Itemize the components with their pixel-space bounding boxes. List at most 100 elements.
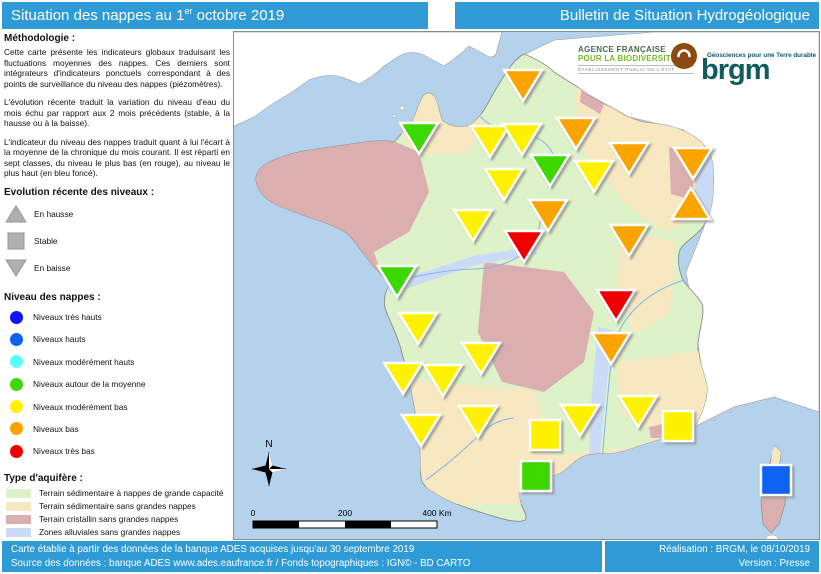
evolution-item-label: En hausse: [34, 209, 74, 220]
svg-text:200: 200: [338, 508, 352, 518]
level-dot-icon: [10, 444, 23, 458]
aquifer-swatch: [6, 488, 31, 498]
marker-down-tres_bas: [594, 288, 638, 324]
marker-down-moderement_bas: [468, 124, 512, 160]
marker-square-moderement_bas: [528, 418, 562, 452]
evolution-item-stable: Stable: [4, 228, 230, 255]
marker-down-moyenne: [528, 153, 572, 189]
marker-square-moyenne: [519, 459, 553, 493]
channel-island: [399, 105, 405, 111]
footer-version: Version : Presse: [738, 557, 810, 569]
level-item-tres_bas: Niveaux très bas: [4, 440, 230, 462]
marker-down-bas: [501, 68, 545, 104]
channel-island: [392, 114, 396, 118]
evolution-item-down: En baisse: [4, 255, 230, 282]
footer-source: Carte établie à partir des données de la…: [2, 541, 602, 572]
marker-down-moderement_bas: [451, 208, 495, 244]
down-triangle-icon: [4, 257, 34, 279]
footer-realisation: Réalisation : BRGM, le 08/10/2019: [659, 544, 810, 555]
aquifer-item-label: Terrain sédimentaire à nappes de grande …: [39, 488, 224, 499]
brgm-logo-icon: [671, 43, 697, 69]
footer-source-line1: Carte établie à partir des données de la…: [11, 544, 415, 555]
header-subtitle-text: Bulletin de Situation Hydrogéologique: [559, 7, 810, 24]
level-item-label: Niveaux modérément bas: [33, 401, 128, 412]
evolution-item-up: En hausse: [4, 201, 230, 228]
brgm-logo: Géosciences pour une Terre durable brgm: [670, 42, 817, 86]
afb-logo: AGENCE FRANÇAISE POUR LA BIODIVERSITÉ ÉT…: [578, 45, 694, 74]
marker-down-moderement_bas: [572, 159, 616, 195]
level-dot-icon: [10, 400, 23, 414]
sardinia-tip: [765, 534, 779, 539]
stable-triangle-icon: [4, 230, 34, 252]
svg-text:400 Km: 400 Km: [422, 508, 451, 518]
brgm-tagline: Géosciences pour une Terre durable: [707, 52, 817, 59]
marker-down-bas: [607, 141, 651, 177]
marker-square-moderement_bas: [661, 409, 695, 443]
svg-text:0: 0: [251, 508, 256, 518]
aquifer-item-label: Terrain cristallin sans grandes nappes: [39, 514, 179, 525]
marker-up-bas: [669, 185, 713, 221]
level-dot-icon: [10, 332, 23, 346]
level-dot-icon: [10, 355, 23, 369]
header-subtitle: Bulletin de Situation Hydrogéologique: [455, 2, 819, 29]
evolution-item-label: En baisse: [34, 263, 71, 274]
marker-down-bas: [589, 331, 633, 367]
marker-down-moderement_bas: [459, 341, 503, 377]
level-item-label: Niveaux autour de la moyenne: [33, 379, 146, 390]
groundwater-markers-layer: [375, 68, 793, 497]
level-dot-icon: [10, 422, 23, 436]
levels-legend-list: Niveaux très hauts Niveaux hauts Niveaux m…: [4, 306, 230, 463]
level-item-bas: Niveaux bas: [4, 418, 230, 440]
aquifer-swatch: [6, 501, 31, 511]
aquifer-item-label: Terrain sédimentaire sans grandes nappes: [39, 501, 196, 512]
methodology-paragraph-1: Cette carte présente les indicateurs glo…: [4, 47, 230, 89]
aquifer-item: Terrain cristallin sans grandes nappes: [4, 513, 230, 526]
methodology-paragraph-3: L'indicateur du niveau des nappes tradui…: [4, 136, 230, 179]
marker-down-moyenne: [375, 264, 419, 300]
aquifer-item-label: Zones alluviales sans grandes nappes: [39, 527, 181, 538]
aquifer-swatch: [6, 514, 31, 524]
svg-text:N: N: [265, 439, 272, 450]
evolution-legend-list: En hausse Stable En baisse: [4, 201, 230, 282]
evolution-item-label: Stable: [34, 236, 58, 247]
map-canvas: N 0 200 400 Km: [234, 32, 819, 539]
level-item-moderement_hauts: Niveaux modérément hauts: [4, 351, 230, 373]
compass-icon: N: [252, 439, 286, 486]
marker-down-moderement_bas: [482, 167, 526, 203]
footer-source-line2: Source des données : banque ADES www.ade…: [11, 557, 471, 569]
level-item-label: Niveaux très hauts: [33, 312, 102, 323]
marker-down-bas: [554, 116, 598, 152]
england-landmass: [234, 32, 503, 127]
france-groundwater-map: N 0 200 400 Km AGENCE FRANÇAISE POUR LA …: [233, 31, 820, 540]
level-item-moderement_bas: Niveaux modérément bas: [4, 395, 230, 417]
methodology-paragraph-2: L'évolution récente traduit la variation…: [4, 97, 230, 129]
methodology-title: Méthodologie :: [4, 33, 76, 44]
marker-down-moderement_bas: [500, 122, 544, 158]
marker-down-moderement_bas: [399, 413, 443, 449]
footer-credits: Réalisation : BRGM, le 08/10/2019 Versio…: [605, 541, 819, 572]
marker-down-bas: [607, 223, 651, 259]
aquifer-item: Terrain sédimentaire sans grandes nappes: [4, 500, 230, 513]
marker-square-hauts: [759, 463, 793, 497]
marker-down-moderement_bas: [616, 394, 660, 430]
marker-down-moyenne: [397, 121, 441, 157]
level-item-label: Niveaux hauts: [33, 334, 86, 345]
marker-down-bas: [671, 146, 715, 182]
level-item-label: Niveaux très bas: [33, 446, 95, 457]
aquifer-legend-title: Type d'aquifère :: [4, 472, 83, 484]
marker-down-moderement_bas: [456, 404, 500, 440]
header-title-text: Situation des nappes au 1er octobre 2019: [11, 6, 285, 25]
level-dot-icon: [10, 377, 23, 391]
marker-down-tres_bas: [502, 229, 546, 265]
level-item-label: Niveaux modérément hauts: [33, 356, 135, 367]
marker-down-moderement_bas: [381, 361, 425, 397]
marker-down-bas: [526, 198, 570, 234]
corsica-cap: [771, 446, 781, 466]
level-dot-icon: [10, 310, 23, 324]
marker-down-moderement_bas: [421, 363, 465, 399]
aquifer-swatch: [6, 527, 31, 537]
brgm-wordmark: brgm: [701, 54, 771, 86]
legend-panel: Méthodologie : Cette carte présente les …: [4, 33, 230, 539]
level-item-tres_hauts: Niveaux très hauts: [4, 306, 230, 328]
